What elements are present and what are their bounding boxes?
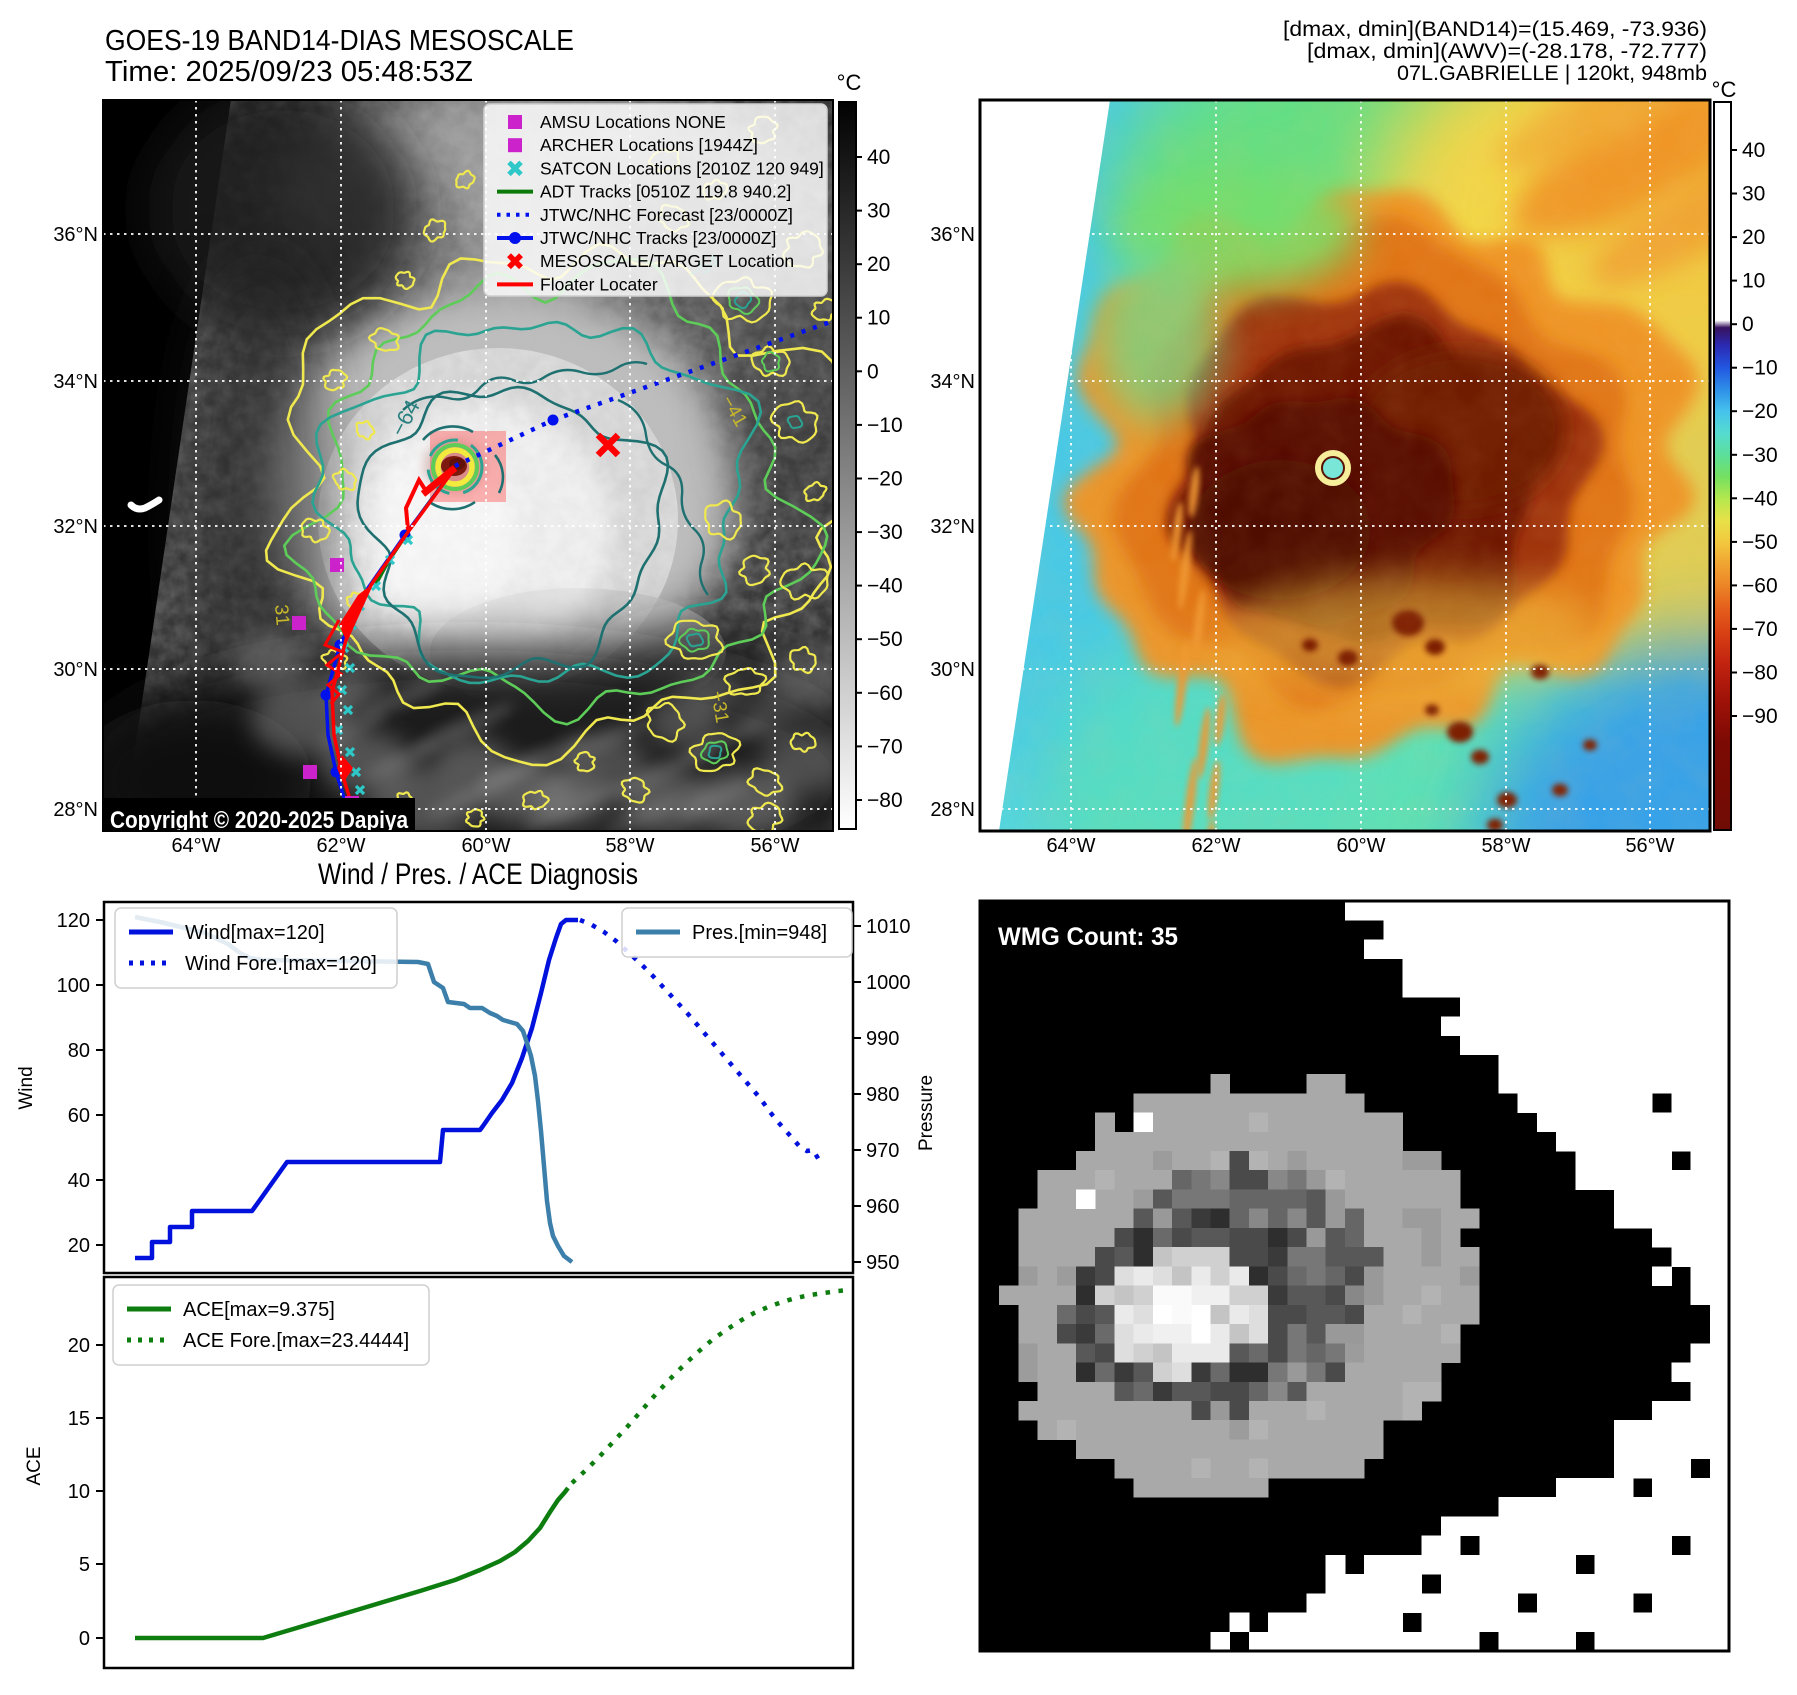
svg-text:−80: −80 [867, 789, 903, 812]
svg-text:−60: −60 [1742, 574, 1778, 597]
svg-text:−30: −30 [867, 521, 903, 544]
svg-text:WMG Count: 35: WMG Count: 35 [998, 923, 1178, 951]
svg-text:20: 20 [68, 1235, 90, 1257]
svg-text:31: 31 [270, 604, 293, 627]
svg-text:1010: 1010 [866, 916, 911, 938]
svg-text:−70: −70 [867, 735, 903, 758]
svg-text:SATCON Locations [2010Z 120 94: SATCON Locations [2010Z 120 949] [540, 158, 824, 178]
svg-text:20: 20 [68, 1335, 90, 1357]
svg-text:ACE[max=9.375]: ACE[max=9.375] [183, 1299, 335, 1321]
svg-text:28°N: 28°N [53, 799, 98, 821]
svg-text:80: 80 [68, 1040, 90, 1062]
svg-text:20: 20 [1742, 226, 1765, 249]
svg-text:40: 40 [867, 146, 890, 169]
svg-text:58°W: 58°W [605, 835, 654, 857]
svg-text:Wind / Pres. / ACE Diagnosis: Wind / Pres. / ACE Diagnosis [318, 858, 638, 891]
svg-text:ACE Fore.[max=23.4444]: ACE Fore.[max=23.4444] [183, 1330, 409, 1352]
svg-text:32°N: 32°N [53, 516, 98, 538]
svg-text:−10: −10 [1742, 357, 1778, 380]
svg-text:36°N: 36°N [53, 224, 98, 246]
svg-text:−80: −80 [1742, 662, 1778, 685]
svg-text:07L.GABRIELLE | 120kt, 948mb: 07L.GABRIELLE | 120kt, 948mb [1397, 62, 1707, 85]
svg-text:10: 10 [867, 307, 890, 330]
svg-text:20: 20 [867, 253, 890, 276]
svg-text:36°N: 36°N [930, 224, 975, 246]
svg-text:−50: −50 [867, 628, 903, 651]
svg-text:5: 5 [79, 1554, 90, 1576]
svg-text:10: 10 [1742, 270, 1765, 293]
svg-text:28°N: 28°N [930, 799, 975, 821]
svg-text:−20: −20 [867, 468, 903, 491]
svg-text:56°W: 56°W [1625, 835, 1674, 857]
svg-text:34°N: 34°N [930, 371, 975, 393]
svg-text:−30: −30 [1742, 444, 1778, 467]
svg-text:60°W: 60°W [1336, 835, 1385, 857]
svg-text:Wind Fore.[max=120]: Wind Fore.[max=120] [185, 953, 377, 975]
svg-text:34°N: 34°N [53, 371, 98, 393]
svg-text:60°W: 60°W [461, 835, 510, 857]
svg-text:−50: −50 [1742, 531, 1778, 554]
svg-text:980: 980 [866, 1084, 899, 1106]
svg-text:120: 120 [57, 910, 90, 932]
svg-text:40: 40 [68, 1170, 90, 1192]
svg-text:[dmax, dmin](AWV)=(-28.178, -7: [dmax, dmin](AWV)=(-28.178, -72.777) [1307, 40, 1707, 63]
svg-text:Copyright © 2020-2025 Dapiya: Copyright © 2020-2025 Dapiya [110, 807, 409, 834]
svg-text:950: 950 [866, 1252, 899, 1274]
svg-text:60: 60 [68, 1105, 90, 1127]
svg-text:Pressure: Pressure [916, 1075, 937, 1151]
svg-text:°C: °C [837, 70, 862, 95]
svg-text:GOES-19 BAND14-DIAS MESOSCALE: GOES-19 BAND14-DIAS MESOSCALE [105, 25, 574, 57]
svg-text:0: 0 [867, 360, 879, 383]
svg-text:0: 0 [1742, 313, 1754, 336]
svg-text:10: 10 [68, 1481, 90, 1503]
svg-text:−60: −60 [867, 682, 903, 705]
svg-text:[dmax, dmin](BAND14)=(15.469,: [dmax, dmin](BAND14)=(15.469, -73.936) [1283, 18, 1707, 41]
svg-text:−40: −40 [867, 575, 903, 598]
svg-text:JTWC/NHC Tracks [23/0000Z]: JTWC/NHC Tracks [23/0000Z] [540, 228, 776, 248]
svg-text:Time: 2025/09/23 05:48:53Z: Time: 2025/09/23 05:48:53Z [105, 56, 473, 88]
svg-text:−90: −90 [1742, 705, 1778, 728]
svg-text:ADT Tracks [0510Z 119.8 940.2]: ADT Tracks [0510Z 119.8 940.2] [540, 182, 791, 202]
svg-text:°C: °C [1712, 77, 1737, 102]
svg-text:−70: −70 [1742, 618, 1778, 641]
svg-text:56°W: 56°W [750, 835, 799, 857]
svg-text:64°W: 64°W [1046, 835, 1095, 857]
svg-text:Floater Locater: Floater Locater [540, 274, 658, 294]
svg-text:1000: 1000 [866, 972, 911, 994]
svg-text:970: 970 [866, 1140, 899, 1162]
svg-text:40: 40 [1742, 139, 1765, 162]
svg-text:990: 990 [866, 1028, 899, 1050]
svg-text:−20: −20 [1742, 400, 1778, 423]
svg-text:MESOSCALE/TARGET Location: MESOSCALE/TARGET Location [540, 251, 794, 271]
svg-text:30: 30 [1742, 183, 1765, 206]
svg-text:30: 30 [867, 200, 890, 223]
svg-text:62°W: 62°W [1191, 835, 1240, 857]
svg-text:960: 960 [866, 1196, 899, 1218]
svg-text:30°N: 30°N [53, 659, 98, 681]
svg-text:Wind[max=120]: Wind[max=120] [185, 922, 325, 944]
svg-text:30°N: 30°N [930, 659, 975, 681]
svg-text:Wind: Wind [16, 1066, 37, 1109]
svg-text:Pres.[min=948]: Pres.[min=948] [692, 922, 827, 944]
svg-text:−40: −40 [1742, 487, 1778, 510]
svg-text:−10: −10 [867, 414, 903, 437]
svg-text:ARCHER Locations [1944Z]: ARCHER Locations [1944Z] [540, 135, 758, 155]
svg-text:JTWC/NHC Forecast [23/0000Z]: JTWC/NHC Forecast [23/0000Z] [540, 205, 793, 225]
svg-text:AMSU Locations NONE: AMSU Locations NONE [540, 112, 726, 132]
svg-text:62°W: 62°W [316, 835, 365, 857]
svg-text:0: 0 [79, 1628, 90, 1650]
svg-text:58°W: 58°W [1481, 835, 1530, 857]
svg-text:ACE: ACE [24, 1446, 45, 1485]
svg-text:100: 100 [57, 975, 90, 997]
svg-text:32°N: 32°N [930, 516, 975, 538]
svg-text:15: 15 [68, 1408, 90, 1430]
svg-text:64°W: 64°W [171, 835, 220, 857]
